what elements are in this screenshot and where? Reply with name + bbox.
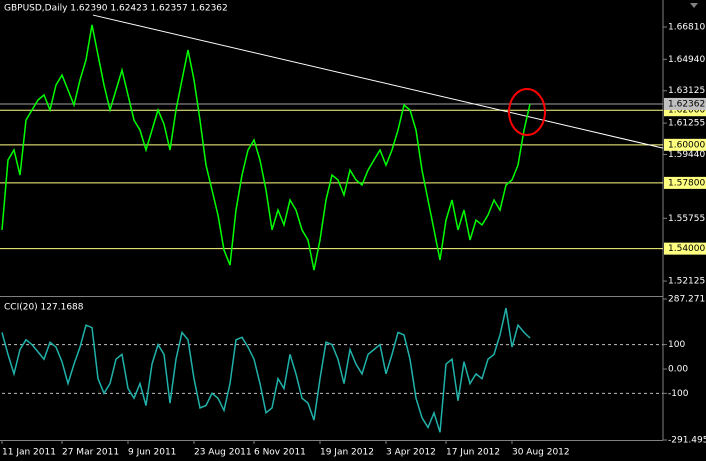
x-tick-label: 3 Apr 2012 [386,448,436,458]
x-tick-label: 11 Jan 2011 [2,448,56,458]
y-tick-label: 1.61255 [668,119,705,129]
x-tick-label: 23 Aug 2011 [194,448,252,458]
x-tick-label: 6 Nov 2011 [254,448,306,458]
level-label: 1.54000 [668,244,705,254]
trendline [92,14,664,149]
level-label: 1.57800 [668,178,705,188]
scroll-icon [690,3,698,8]
y-tick-label: 1.52125 [668,277,705,287]
y-tick-label: 1.64940 [668,55,705,65]
y-tick-label: 1.63125 [668,86,705,96]
x-tick-label: 9 Jun 2011 [128,448,176,458]
x-tick-label: 17 Jun 2012 [446,448,500,458]
current-price-box [664,97,706,110]
y-tick-label: 287.271 [668,295,705,305]
x-tick-label: 30 Aug 2012 [512,448,570,458]
level-label: 1.60000 [668,140,705,150]
y-tick-label: 1.66810 [668,22,705,32]
series-line [1,307,531,433]
y-tick-label: -291.495 [668,436,706,446]
level-label-box [664,138,706,151]
level-label-box [664,242,706,255]
current-price-label: 1.62362 [668,99,705,109]
y-tick-label: 0.00 [668,364,688,374]
y-tick-label: -100 [668,389,689,399]
x-tick-label: 19 Jan 2012 [320,448,374,458]
level-label-box [664,176,706,189]
series-line [1,24,531,271]
pane-title: CCI(20) 127.1688 [4,303,84,313]
pane-title: GBPUSD,Daily 1.62390 1.62423 1.62357 1.6… [4,4,228,14]
highlight-circle [508,88,546,136]
y-tick-label: 1.55755 [668,214,705,224]
y-tick-label: 1.59440 [668,150,705,160]
y-tick-label: 100 [668,340,685,350]
level-label: 1.62000 [668,106,705,116]
x-tick-label: 27 Mar 2011 [62,448,119,458]
